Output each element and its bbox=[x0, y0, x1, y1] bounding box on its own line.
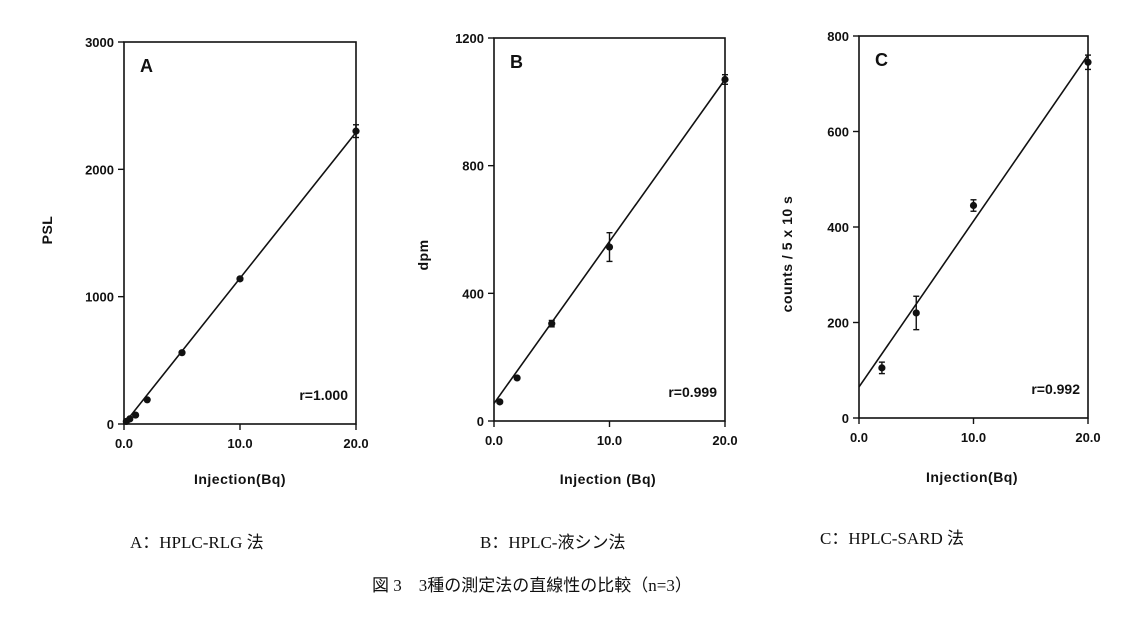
y-tick-label: 800 bbox=[827, 29, 849, 44]
chart-panel-a: 0 1000 2000 3000 0.0 10.0 20.0 PSL Injection(Bq)… bbox=[39, 35, 369, 487]
caption-panel-b: B：HPLC-液シン法 bbox=[480, 533, 626, 552]
panel-letter: B bbox=[510, 52, 523, 72]
y-tick-label: 2000 bbox=[85, 162, 114, 177]
data-point bbox=[236, 275, 244, 283]
x-tick-label: 0.0 bbox=[115, 436, 133, 451]
correlation-label: r=1.000 bbox=[299, 387, 348, 403]
data-point bbox=[143, 396, 151, 404]
data-point bbox=[496, 398, 504, 406]
y-tick-label: 1200 bbox=[455, 31, 484, 46]
x-axis-label: Injection(Bq) bbox=[926, 469, 1018, 485]
x-tick-label: 20.0 bbox=[1075, 430, 1100, 445]
y-tick-label: 1000 bbox=[85, 290, 114, 305]
plot-frame bbox=[858, 35, 1089, 419]
y-tick-label: 800 bbox=[462, 159, 484, 174]
y-axis-label: counts / 5 x 10 s bbox=[779, 196, 795, 313]
x-tick-label: 20.0 bbox=[712, 433, 737, 448]
y-tick-label: 200 bbox=[827, 316, 849, 331]
correlation-label: r=0.999 bbox=[668, 384, 717, 400]
data-point bbox=[178, 349, 186, 357]
data-point bbox=[912, 309, 920, 317]
panel-letter: C bbox=[875, 50, 888, 70]
data-point bbox=[126, 415, 134, 423]
data-point bbox=[969, 201, 978, 210]
regression-line bbox=[858, 54, 1089, 388]
y-axis-label: PSL bbox=[39, 216, 55, 245]
chart-panel-c: 0 200 400 600 800 0.0 10.0 20.0 counts / 5 x 10 … bbox=[779, 29, 1101, 485]
x-tick-label: 10.0 bbox=[227, 436, 252, 451]
y-tick-label: 3000 bbox=[85, 35, 114, 50]
y-tick-label: 0 bbox=[107, 417, 114, 432]
data-point bbox=[352, 127, 360, 135]
x-tick-label: 10.0 bbox=[597, 433, 622, 448]
data-point bbox=[605, 243, 614, 251]
correlation-label: r=0.992 bbox=[1031, 381, 1080, 397]
x-axis-label: Injection(Bq) bbox=[194, 471, 286, 487]
y-tick-label: 0 bbox=[477, 414, 484, 429]
chart-panel-b: 0 400 800 1200 0.0 10.0 20.0 dpm Injection (Bq) B… bbox=[415, 31, 738, 487]
y-tick-label: 600 bbox=[827, 125, 849, 140]
plot-frame bbox=[493, 37, 726, 422]
data-point bbox=[878, 364, 886, 372]
data-point bbox=[548, 320, 556, 328]
data-point bbox=[1084, 58, 1092, 66]
y-tick-label: 0 bbox=[842, 411, 849, 426]
figure-title: 図 3 3種の測定法の直線性の比較（n=3） bbox=[372, 576, 692, 595]
x-tick-label: 10.0 bbox=[961, 430, 986, 445]
data-point bbox=[513, 374, 521, 382]
x-axis-label: Injection (Bq) bbox=[560, 471, 656, 487]
data-point bbox=[721, 75, 729, 84]
y-tick-label: 400 bbox=[827, 220, 849, 235]
y-tick-label: 400 bbox=[462, 286, 484, 301]
x-tick-label: 20.0 bbox=[343, 436, 368, 451]
caption-panel-a: A：HPLC-RLG 法 bbox=[130, 533, 264, 552]
caption-panel-c: C：HPLC-SARD 法 bbox=[820, 529, 965, 548]
x-tick-label: 0.0 bbox=[485, 433, 503, 448]
data-point bbox=[132, 411, 140, 419]
plot-frame bbox=[123, 41, 357, 425]
x-tick-label: 0.0 bbox=[850, 430, 868, 445]
y-axis-label: dpm bbox=[415, 239, 431, 270]
panel-letter: A bbox=[140, 56, 153, 76]
